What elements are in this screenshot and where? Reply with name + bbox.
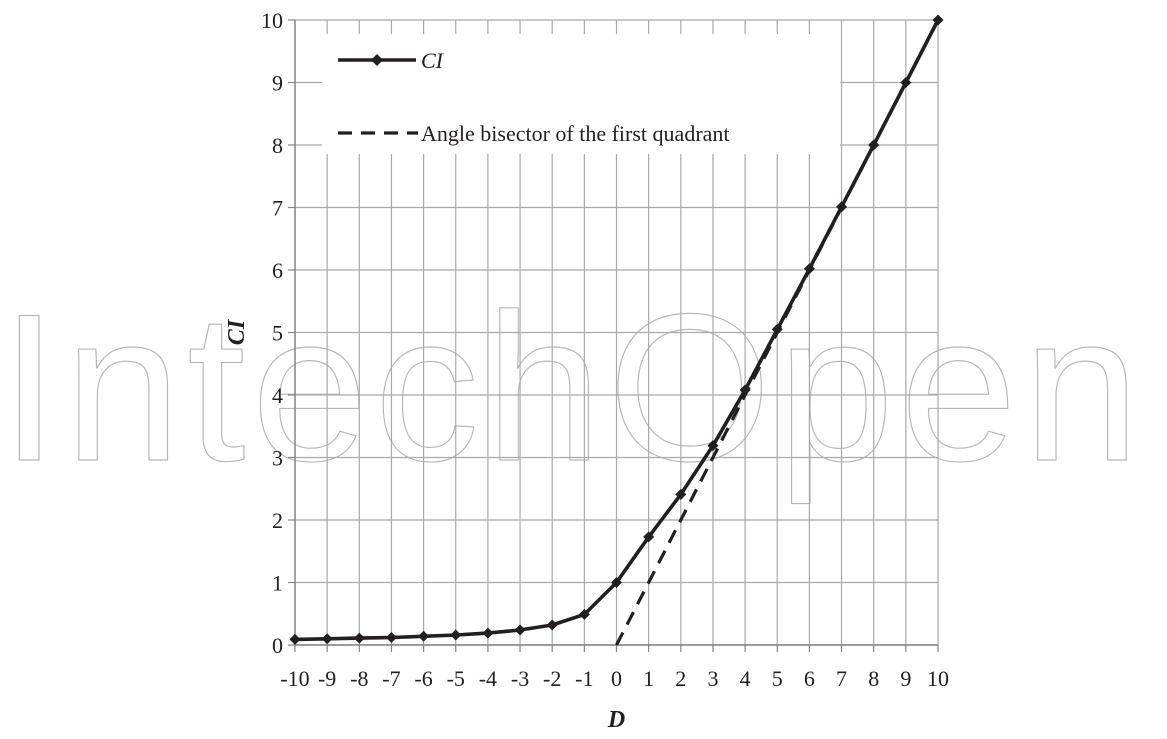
x-tick-label: 10 (927, 666, 949, 691)
y-tick-label: 3 (272, 446, 283, 471)
x-tick-label: 9 (900, 666, 911, 691)
x-tick-label: 8 (868, 666, 879, 691)
y-tick-label: 7 (272, 196, 283, 221)
y-tick-label: 8 (272, 133, 283, 158)
x-tick-label: -9 (318, 666, 336, 691)
legend-bisector-label: Angle bisector of the first quadrant (421, 121, 730, 146)
ci-point (514, 624, 526, 636)
watermark: IntechOpen (0, 270, 1146, 505)
ci-point (353, 632, 365, 644)
x-tick-label: -5 (447, 666, 465, 691)
x-tick-label: -7 (382, 666, 400, 691)
ci-point (546, 619, 558, 631)
ci-point (450, 629, 462, 641)
x-tick-label: 2 (675, 666, 686, 691)
ci-point (289, 633, 301, 645)
ci-point (321, 633, 333, 645)
x-tick-label: -3 (511, 666, 529, 691)
x-tick-label: 3 (707, 666, 718, 691)
x-tick-label: 7 (836, 666, 847, 691)
plot-area (289, 14, 944, 646)
x-axis-title: D (607, 707, 625, 733)
ci-point (578, 608, 590, 620)
x-tick-label: 4 (740, 666, 751, 691)
legend-ci-label: CI (421, 48, 445, 73)
ci-point (418, 630, 430, 642)
y-tick-label: 4 (272, 383, 283, 408)
legend: CI Angle bisector of the first quadrant (322, 34, 840, 154)
x-tick-label: 5 (772, 666, 783, 691)
y-tick-label: 0 (272, 633, 283, 658)
x-tick-label: -4 (479, 666, 497, 691)
y-tick-label: 1 (272, 571, 283, 596)
ci-point (707, 440, 719, 452)
x-tick-label: 6 (804, 666, 815, 691)
y-tick-label: 5 (272, 321, 283, 346)
y-tick-label: 2 (272, 508, 283, 533)
ci-point (611, 577, 622, 588)
legend-ci-marker (371, 54, 383, 66)
y-tick-label: 6 (272, 258, 283, 283)
x-tick-label: 1 (643, 666, 654, 691)
x-tick-label: -6 (414, 666, 432, 691)
y-tick-label: 10 (261, 8, 283, 33)
ci-point (675, 488, 687, 500)
y-tick-label: 9 (272, 71, 283, 96)
ci-point (482, 627, 494, 639)
ci-point (643, 531, 655, 543)
x-tick-label: -2 (543, 666, 561, 691)
x-tick-label: -10 (280, 666, 309, 691)
x-tick-label: 0 (611, 666, 622, 691)
x-tick-label: -1 (575, 666, 593, 691)
x-tick-label: -8 (350, 666, 368, 691)
bisector-line (615, 19, 940, 646)
y-axis-title: CI (224, 318, 250, 345)
ci-point (385, 632, 397, 643)
